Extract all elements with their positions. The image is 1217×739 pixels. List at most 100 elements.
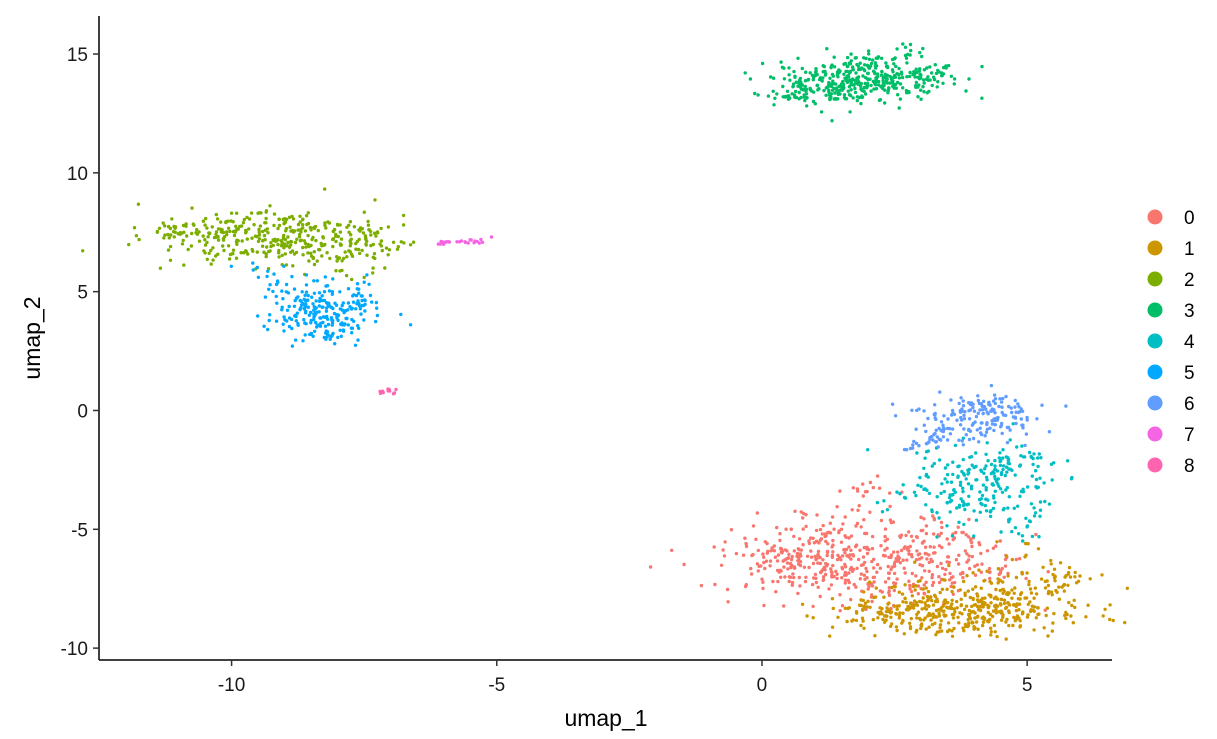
data-point — [972, 534, 976, 538]
legend-key-8 — [1147, 457, 1163, 473]
data-point — [939, 520, 944, 525]
data-point — [886, 602, 890, 606]
data-point — [902, 495, 907, 500]
legend-label-2: 2 — [1184, 270, 1195, 291]
data-point — [997, 484, 1001, 488]
data-point — [803, 84, 807, 89]
data-point — [989, 409, 994, 413]
data-point — [1000, 490, 1005, 494]
data-point — [940, 525, 944, 530]
data-point — [314, 320, 318, 325]
data-point — [942, 414, 946, 418]
data-point — [947, 63, 951, 68]
data-point — [994, 611, 998, 615]
data-point — [839, 558, 843, 562]
data-point — [862, 590, 866, 594]
data-point — [946, 463, 950, 467]
data-point — [348, 244, 352, 248]
data-point — [1038, 508, 1043, 512]
data-point — [994, 544, 998, 548]
data-point — [306, 242, 310, 247]
data-point — [847, 571, 851, 575]
data-point — [968, 408, 973, 412]
data-point — [835, 557, 840, 562]
data-point — [928, 78, 932, 82]
data-point — [951, 472, 955, 477]
data-point — [239, 251, 243, 255]
data-point — [930, 598, 934, 603]
data-point — [375, 230, 380, 234]
data-point — [901, 611, 905, 615]
data-point — [134, 234, 139, 238]
data-point — [914, 630, 918, 634]
data-point — [980, 64, 984, 69]
data-point — [775, 559, 780, 563]
data-point — [924, 450, 929, 454]
data-point — [1018, 619, 1022, 623]
data-point — [836, 615, 840, 619]
data-point — [323, 221, 327, 225]
data-point — [954, 558, 959, 562]
data-point — [950, 589, 954, 594]
data-point — [961, 626, 965, 630]
data-point — [790, 580, 795, 585]
data-point — [935, 435, 939, 439]
data-point — [967, 77, 971, 81]
data-point — [962, 607, 967, 612]
data-point — [375, 313, 380, 318]
data-point — [985, 422, 989, 427]
data-point — [1052, 611, 1056, 616]
data-point — [900, 592, 905, 596]
data-point — [294, 296, 299, 300]
data-point — [762, 603, 766, 608]
data-point — [815, 83, 820, 88]
data-point — [318, 324, 323, 328]
cluster-4-points — [866, 422, 1074, 543]
data-point — [1028, 587, 1033, 591]
data-point — [317, 291, 322, 295]
data-point — [903, 583, 907, 587]
data-point — [996, 477, 1000, 481]
data-point — [939, 491, 943, 495]
data-point — [860, 89, 865, 93]
data-point — [865, 489, 869, 494]
data-point — [211, 258, 215, 262]
data-point — [988, 617, 992, 622]
data-point — [947, 560, 952, 565]
data-point — [866, 71, 870, 76]
data-point — [889, 567, 893, 572]
data-point — [301, 223, 305, 227]
data-point — [889, 77, 894, 82]
data-point — [865, 605, 869, 609]
data-point — [946, 555, 951, 559]
data-point — [873, 61, 878, 65]
data-point — [327, 289, 332, 293]
data-point — [197, 239, 202, 243]
data-point — [1006, 574, 1010, 578]
data-point — [912, 584, 916, 589]
data-point — [909, 589, 914, 594]
data-point — [825, 47, 829, 51]
data-point — [851, 67, 855, 72]
data-point — [967, 612, 972, 616]
data-point — [923, 545, 928, 549]
data-point — [814, 528, 819, 533]
data-point — [845, 55, 850, 60]
data-point — [947, 496, 952, 500]
data-point — [829, 65, 833, 69]
data-point — [318, 248, 322, 252]
data-point — [866, 448, 870, 452]
data-point — [1053, 574, 1057, 578]
data-point — [942, 613, 946, 617]
data-point — [830, 555, 835, 559]
data-point — [930, 573, 935, 577]
data-point — [880, 510, 885, 514]
data-point — [946, 600, 950, 605]
data-point — [914, 67, 918, 71]
data-point — [944, 64, 948, 68]
data-point — [989, 383, 994, 388]
data-point — [266, 267, 271, 271]
data-point — [992, 496, 996, 500]
data-point — [994, 607, 998, 612]
